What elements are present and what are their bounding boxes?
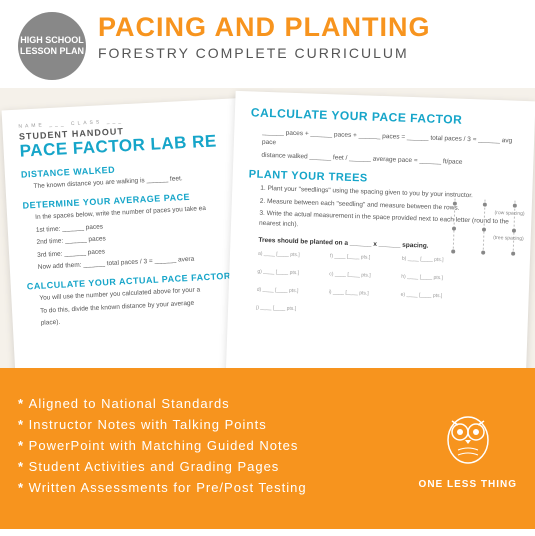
cell: e) ____ [____ pts.] (401, 292, 461, 300)
brand-name: ONE LESS THING (419, 479, 517, 490)
cell: g) ____ [____ pts.] (257, 269, 317, 277)
feature-item: PowerPoint with Matching Guided Notes (18, 438, 307, 453)
feature-item: Written Assessments for Pre/Post Testing (18, 480, 307, 495)
sheet2-title: CALCULATE YOUR PACE FACTOR (251, 105, 519, 128)
spacing-diagram: (row spacing) (tree spacing) (448, 193, 520, 265)
cell: d) ____ [____ pts.] (257, 287, 317, 295)
title-block: PACING AND PLANTING FORESTRY COMPLETE CU… (98, 12, 517, 61)
header: HIGH SCHOOL LESSON PLAN PACING AND PLANT… (0, 0, 535, 88)
cell: a) ____ [____ pts.] (258, 251, 318, 259)
cell: c) ____ [____ pts.] (329, 271, 389, 279)
feature-item: Aligned to National Standards (18, 396, 307, 411)
feature-item: Instructor Notes with Talking Points (18, 417, 307, 432)
badge-line1: HIGH SCHOOL (20, 35, 84, 46)
worksheet-2: CALCULATE YOUR PACE FACTOR ______ paces … (225, 91, 535, 368)
badge-line2: LESSON PLAN (20, 46, 84, 57)
cell: h) ____ [____ pts.] (401, 274, 461, 282)
brand-block: ONE LESS THING (419, 408, 517, 490)
worksheet-preview: NAME ___ CLASS ___ STUDENT HANDOUT PACE … (0, 88, 535, 368)
feature-item: Student Activities and Grading Pages (18, 459, 307, 474)
subtitle: FORESTRY COMPLETE CURRICULUM (98, 45, 517, 61)
owl-icon (438, 408, 498, 468)
cell: i) ____ [____ pts.] (329, 289, 389, 297)
lesson-plan-badge: HIGH SCHOOL LESSON PLAN (18, 12, 86, 80)
main-title: PACING AND PLANTING (98, 12, 517, 43)
cell: f) ____ [____ pts.] (330, 253, 390, 261)
cell: j) ____ [____ pts.] (256, 305, 316, 313)
diag-label1: (row spacing) (494, 210, 524, 217)
footer: Aligned to National Standards Instructor… (0, 368, 535, 529)
diag-label2: (tree spacing) (493, 235, 524, 242)
feature-list: Aligned to National Standards Instructor… (18, 396, 307, 501)
